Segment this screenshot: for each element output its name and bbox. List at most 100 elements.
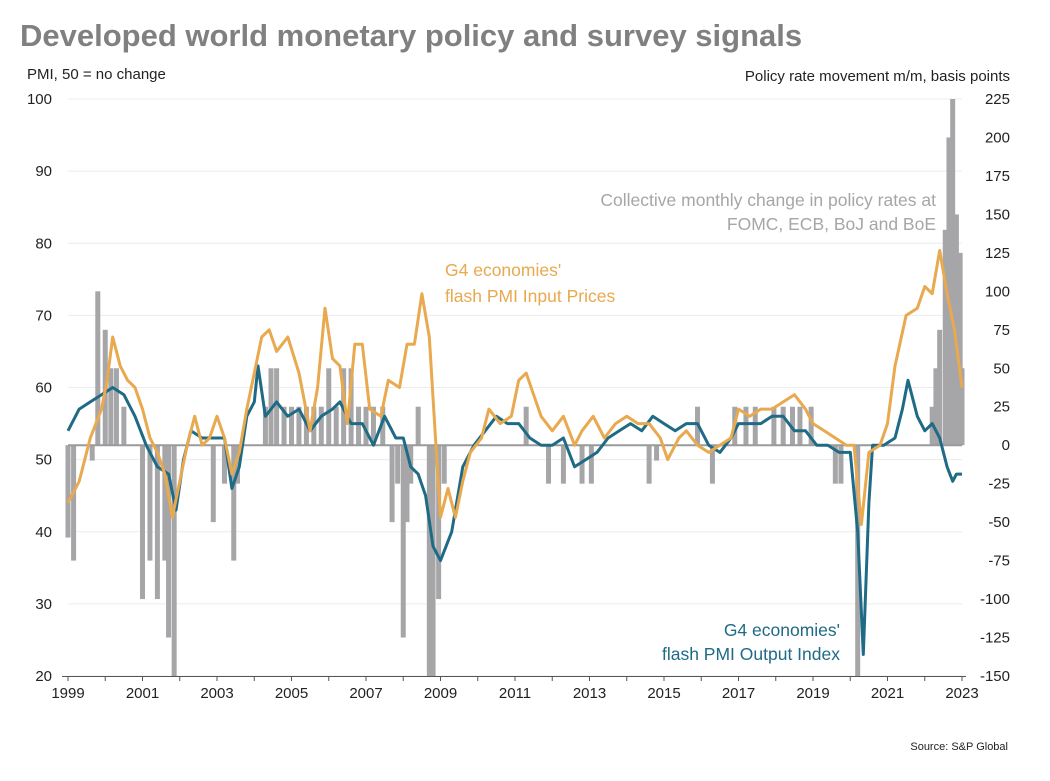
policy-rate-bar (370, 406, 376, 446)
policy-rate-bar (395, 445, 401, 484)
policy-rate-bar (808, 406, 814, 446)
x-tick-label: 2019 (796, 685, 829, 702)
left-tick-label: 20 (35, 668, 52, 685)
policy-rate-bar (231, 445, 237, 561)
policy-rate-bar (389, 445, 395, 523)
right-tick-label: -100 (980, 591, 1010, 608)
policy-rate-bar (234, 445, 240, 484)
right-tick-label: 225 (985, 91, 1010, 108)
input-prices-line (66, 249, 964, 526)
policy-rate-bar (654, 445, 660, 461)
policy-rate-bar (221, 445, 227, 484)
right-tick-label: 75 (993, 322, 1010, 339)
policy-rate-bar (318, 406, 324, 446)
policy-rate-bar (436, 445, 442, 600)
left-tick-label: 80 (35, 235, 52, 252)
input-prices-annotation-line1: G4 economies' (445, 260, 561, 280)
policy-rate-bar (752, 406, 758, 446)
policy-rate-bar (108, 368, 114, 446)
x-tick-label: 2011 (499, 685, 531, 702)
policy-rate-bar (523, 406, 529, 446)
policy-rate-bar (400, 445, 406, 638)
output-annotation: G4 economies' flash PMI Output Index (662, 620, 840, 664)
right-tick-label: 125 (985, 245, 1010, 262)
x-tick-label: 2021 (871, 685, 904, 702)
right-tick-label: -50 (988, 514, 1010, 531)
policy-rate-bar (296, 406, 302, 446)
policy-rate-bar (333, 406, 339, 446)
policy-rate-bar (426, 445, 432, 676)
policy-rate-bar (953, 214, 959, 446)
bars-annotation-line1: Collective monthly change in policy rate… (600, 190, 936, 210)
policy-rate-bar (71, 445, 77, 561)
policy-rate-bar (65, 445, 71, 538)
x-tick-label: 1999 (51, 685, 84, 702)
bars-annotation-line2: FOMC, ECB, BoJ and BoE (727, 214, 936, 234)
left-tick-label: 100 (27, 91, 52, 108)
left-tick-label: 70 (35, 307, 52, 324)
policy-rate-bar (743, 406, 749, 446)
policy-rate-bar (154, 445, 160, 600)
axes: 100 90 80 70 60 50 40 30 20 225 200 175 150 125 100 75 5… (27, 91, 1010, 702)
policy-rate-bar (363, 406, 369, 446)
left-tick-label: 50 (35, 452, 52, 469)
policy-rate-bar (166, 445, 172, 638)
policy-rate-bar (348, 368, 354, 446)
policy-rate-bar (281, 406, 287, 446)
policy-rate-bar (171, 445, 177, 676)
right-tick-label: 200 (985, 129, 1010, 146)
policy-rate-bar (415, 406, 421, 446)
output-index-line (66, 364, 962, 656)
policy-rate-bar (780, 406, 786, 446)
policy-rate-bar (404, 445, 410, 523)
output-annotation-line1: G4 economies' (724, 620, 840, 640)
policy-rate-bar (771, 406, 777, 446)
gridlines (68, 98, 962, 677)
bars-annotation: Collective monthly change in policy rate… (600, 190, 936, 234)
x-tick-label: 2017 (722, 685, 755, 702)
right-tick-label: 150 (985, 206, 1010, 223)
left-axis-label: PMI, 50 = no change (27, 66, 166, 83)
right-tick-label: -150 (980, 668, 1010, 685)
policy-rate-bar (946, 137, 952, 446)
right-tick-label: 100 (985, 283, 1010, 300)
policy-rate-bar (147, 445, 153, 561)
policy-rate-bar (356, 406, 362, 446)
right-tick-label: 175 (985, 168, 1010, 185)
policy-rate-bar (588, 445, 594, 484)
policy-rate-bar (162, 445, 168, 561)
policy-rate-bar (95, 291, 101, 446)
right-axis-label: Policy rate movement m/m, basis points (745, 68, 1010, 85)
policy-rate-bar (957, 252, 963, 446)
policy-rate-bar (546, 445, 552, 484)
policy-rate-bar (579, 445, 585, 484)
policy-rate-bar (646, 445, 652, 484)
x-tick-label: 2007 (349, 685, 382, 702)
input-prices-annotation: G4 economies' flash PMI Input Prices (445, 260, 615, 306)
output-annotation-line2: flash PMI Output Index (662, 644, 840, 664)
policy-rate-bar (950, 99, 956, 446)
source-note: Source: S&P Global (910, 741, 1008, 753)
right-tick-label: -25 (988, 476, 1010, 493)
policy-rate-bar (210, 445, 216, 523)
x-tick-label: 2003 (200, 685, 233, 702)
policy-rate-bar (89, 445, 95, 461)
chart-title: Developed world monetary policy and surv… (20, 18, 802, 53)
x-tick-label: 2001 (126, 685, 159, 702)
right-tick-label: 25 (993, 399, 1010, 416)
policy-rate-bar (262, 406, 268, 446)
x-tick-label: 2005 (275, 685, 308, 702)
policy-rate-bar (838, 445, 844, 484)
pmi-lines (66, 249, 964, 656)
policy-rate-bar (832, 445, 838, 484)
left-tick-label: 60 (35, 380, 52, 397)
policy-rate-bar (289, 406, 294, 446)
policy-rate-bar (326, 368, 332, 446)
policy-rate-bar (140, 445, 145, 600)
left-tick-label: 30 (35, 596, 52, 613)
policy-rate-bar (113, 368, 119, 446)
policy-rate-bar (942, 229, 948, 446)
x-tick-label: 2015 (647, 685, 680, 702)
policy-rate-bar (933, 368, 939, 446)
